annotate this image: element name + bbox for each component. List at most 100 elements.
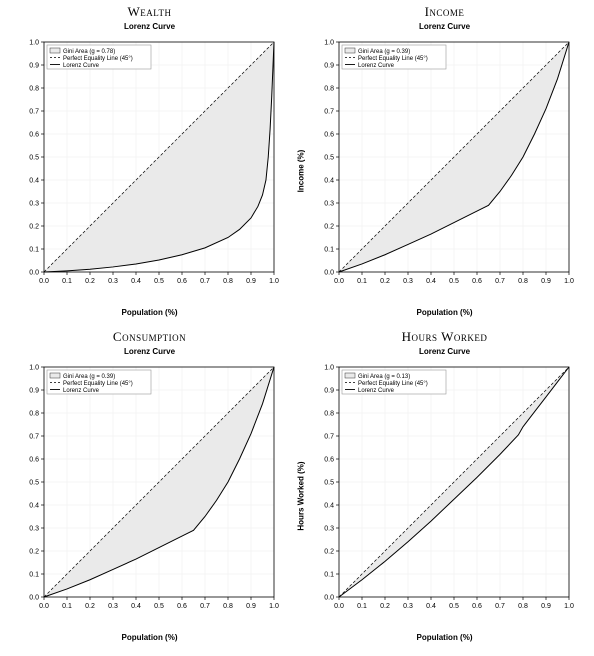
svg-text:0.0: 0.0 — [334, 603, 344, 610]
svg-text:0.8: 0.8 — [223, 603, 233, 610]
svg-text:0.6: 0.6 — [324, 132, 334, 139]
svg-text:0.5: 0.5 — [449, 278, 459, 285]
svg-text:0.1: 0.1 — [62, 278, 72, 285]
svg-text:0.3: 0.3 — [108, 278, 118, 285]
svg-text:0.4: 0.4 — [324, 503, 334, 510]
svg-text:0.4: 0.4 — [29, 503, 39, 510]
svg-text:0.7: 0.7 — [29, 434, 39, 441]
section-title: Hours Worked — [402, 329, 488, 345]
legend: Gini Area (g = 0.39)Perfect Equality Lin… — [47, 370, 151, 394]
svg-text:0.2: 0.2 — [324, 224, 334, 231]
svg-text:0.0: 0.0 — [39, 603, 49, 610]
svg-text:0.4: 0.4 — [131, 603, 141, 610]
svg-text:1.0: 1.0 — [29, 365, 39, 372]
svg-text:1.0: 1.0 — [324, 40, 334, 47]
section-title: Consumption — [113, 329, 186, 345]
svg-text:0.8: 0.8 — [29, 411, 39, 418]
svg-text:1.0: 1.0 — [564, 603, 574, 610]
svg-text:0.4: 0.4 — [131, 278, 141, 285]
figure-grid: WealthLorenz Curve0.00.00.10.10.20.20.30… — [0, 0, 594, 656]
svg-text:0.9: 0.9 — [541, 603, 551, 610]
svg-text:0.6: 0.6 — [472, 603, 482, 610]
svg-text:0.1: 0.1 — [357, 278, 367, 285]
svg-text:1.0: 1.0 — [269, 603, 279, 610]
legend-entry-equality: Perfect Equality Line (45°) — [63, 381, 133, 387]
svg-text:0.3: 0.3 — [324, 201, 334, 208]
lorenz-chart: 0.00.00.10.10.20.20.30.30.40.40.50.50.60… — [305, 32, 585, 294]
svg-text:0.5: 0.5 — [324, 480, 334, 487]
chart-wrap: 0.00.00.10.10.20.20.30.30.40.40.50.50.60… — [10, 357, 290, 635]
svg-text:0.0: 0.0 — [39, 278, 49, 285]
chart-wrap: Income (%)0.00.00.10.10.20.20.30.30.40.4… — [305, 32, 585, 310]
y-axis-label: Hours Worked (%) — [296, 461, 305, 530]
legend-entry-lorenz: Lorenz Curve — [358, 63, 395, 69]
svg-text:0.9: 0.9 — [324, 388, 334, 395]
svg-text:1.0: 1.0 — [324, 365, 334, 372]
svg-text:0.9: 0.9 — [246, 603, 256, 610]
svg-text:0.9: 0.9 — [246, 278, 256, 285]
svg-text:0.0: 0.0 — [324, 270, 334, 277]
svg-text:0.6: 0.6 — [177, 603, 187, 610]
lorenz-chart: 0.00.00.10.10.20.20.30.30.40.40.50.50.60… — [305, 357, 585, 619]
legend: Gini Area (g = 0.78)Perfect Equality Lin… — [47, 45, 151, 69]
svg-text:1.0: 1.0 — [269, 278, 279, 285]
section-title: Income — [425, 4, 465, 20]
svg-text:0.6: 0.6 — [472, 278, 482, 285]
section-title: Wealth — [128, 4, 172, 20]
svg-text:0.5: 0.5 — [324, 155, 334, 162]
svg-text:0.9: 0.9 — [541, 278, 551, 285]
svg-text:0.2: 0.2 — [85, 278, 95, 285]
svg-text:0.5: 0.5 — [154, 603, 164, 610]
svg-text:0.3: 0.3 — [29, 526, 39, 533]
legend-entry-gini: Gini Area (g = 0.78) — [63, 49, 115, 55]
svg-text:0.3: 0.3 — [324, 526, 334, 533]
svg-text:0.1: 0.1 — [357, 603, 367, 610]
svg-text:0.3: 0.3 — [29, 201, 39, 208]
svg-text:0.2: 0.2 — [380, 278, 390, 285]
svg-text:0.2: 0.2 — [85, 603, 95, 610]
svg-text:0.2: 0.2 — [29, 549, 39, 556]
panel-wealth: WealthLorenz Curve0.00.00.10.10.20.20.30… — [2, 4, 297, 329]
panel-hours: Hours Worked Lorenz Curve Hours Worked (%)… — [297, 329, 592, 654]
svg-text:0.7: 0.7 — [324, 109, 334, 116]
lorenz-chart: 0.00.00.10.10.20.20.30.30.40.40.50.50.60… — [10, 357, 290, 619]
svg-text:0.5: 0.5 — [29, 480, 39, 487]
svg-text:0.1: 0.1 — [324, 572, 334, 579]
svg-text:1.0: 1.0 — [564, 278, 574, 285]
chart-wrap: Hours Worked (%)0.00.00.10.10.20.20.30.3… — [305, 357, 585, 635]
svg-text:0.0: 0.0 — [29, 595, 39, 602]
svg-text:0.7: 0.7 — [200, 603, 210, 610]
chart-title: Lorenz Curve — [419, 347, 470, 356]
svg-text:0.4: 0.4 — [426, 603, 436, 610]
svg-text:0.7: 0.7 — [324, 434, 334, 441]
svg-text:0.8: 0.8 — [223, 278, 233, 285]
svg-text:1.0: 1.0 — [29, 40, 39, 47]
svg-text:0.3: 0.3 — [403, 603, 413, 610]
svg-text:0.8: 0.8 — [324, 411, 334, 418]
legend-entry-gini: Gini Area (g = 0.13) — [358, 374, 410, 380]
legend: Gini Area (g = 0.13)Perfect Equality Lin… — [342, 370, 446, 394]
legend-entry-equality: Perfect Equality Line (45°) — [358, 56, 428, 62]
svg-text:0.4: 0.4 — [29, 178, 39, 185]
legend-entry-lorenz: Lorenz Curve — [63, 388, 100, 394]
legend-entry-gini: Gini Area (g = 0.39) — [358, 49, 410, 55]
chart-title: Lorenz Curve — [124, 22, 175, 31]
svg-text:0.1: 0.1 — [29, 572, 39, 579]
svg-text:0.1: 0.1 — [324, 247, 334, 254]
svg-text:0.1: 0.1 — [29, 247, 39, 254]
svg-text:0.5: 0.5 — [449, 603, 459, 610]
svg-text:0.0: 0.0 — [29, 270, 39, 277]
svg-text:0.3: 0.3 — [108, 603, 118, 610]
svg-text:0.9: 0.9 — [29, 63, 39, 70]
chart-title: Lorenz Curve — [419, 22, 470, 31]
legend-entry-lorenz: Lorenz Curve — [358, 388, 395, 394]
svg-text:0.4: 0.4 — [324, 178, 334, 185]
legend-entry-equality: Perfect Equality Line (45°) — [358, 381, 428, 387]
legend: Gini Area (g = 0.39)Perfect Equality Lin… — [342, 45, 446, 69]
svg-text:0.7: 0.7 — [495, 278, 505, 285]
svg-text:0.5: 0.5 — [154, 278, 164, 285]
chart-wrap: 0.00.00.10.10.20.20.30.30.40.40.50.50.60… — [10, 32, 290, 310]
svg-text:0.9: 0.9 — [29, 388, 39, 395]
panel-income: IncomeLorenz CurveIncome (%)0.00.00.10.1… — [297, 4, 592, 329]
svg-text:0.2: 0.2 — [380, 603, 390, 610]
